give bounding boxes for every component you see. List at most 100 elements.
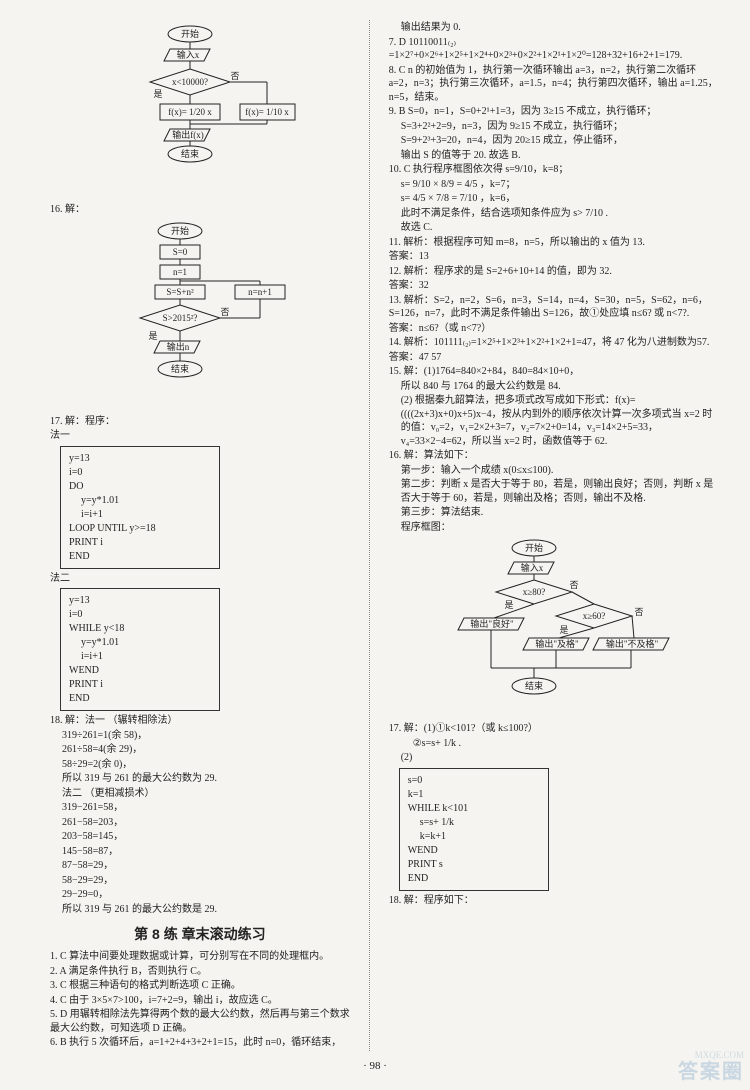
q18-line: 319−261=58， [50,801,350,815]
svg-text:S>2015²?: S>2015²? [162,313,197,323]
svg-text:否: 否 [230,71,239,81]
code-line: DO [69,480,211,493]
section-heading: 第 8 练 章末滚动练习 [50,924,350,944]
q18-line: 29−29=0， [50,888,350,902]
q14: 14. 解析：101111₍₂₎=1×2⁵+1×2³+1×2²+1×2+1=47… [389,336,720,350]
q10-head: 10. C 执行程序框图依次得 s=9/10，k=8； [389,163,720,177]
q18-line: 261−58=203， [50,816,350,830]
right-column: 输出结果为 0. 7. D 10110011₍₂₎=1×2⁷+0×2⁶+1×2⁵… [389,20,720,1051]
svg-text:x≥80?: x≥80? [523,587,545,597]
q12: 12. 解析：程序求的是 S=2+6+10+14 的值，即为 32. [389,265,720,279]
code-line: s=s+ 1/k [408,816,540,829]
code-line: END [69,692,211,705]
q11: 11. 解析：根据程序可知 m=8，n=5，所以输出的 x 值为 13. [389,236,720,250]
codebox-1: y=13 i=0 DO y=y*1.01 i=i+1 LOOP UNTIL y>… [60,446,220,569]
svg-text:是: 是 [505,600,514,610]
code-line: WHILE y<18 [69,622,211,635]
q16r-head: 16. 解：算法如下： [389,449,720,463]
svg-text:f(x)= 1/20 x: f(x)= 1/20 x [168,107,212,117]
svg-text:n=1: n=1 [173,267,187,277]
watermark-text: 答案圈 [678,1055,744,1084]
code-line: END [69,550,211,563]
code-line: y=13 [69,452,211,465]
q15-line: (2) 根据秦九韶算法，把多项式改写成如下形式：f(x)=((((2x+3)x+… [389,394,720,448]
flowchart-1: 开始 输入x x<10000? 是否 f(x)= 1/20 x f(x)= 1/… [50,24,350,199]
code-line: LOOP UNTIL y>=18 [69,522,211,535]
q16r-step: 第三步：算法结束. [389,506,720,520]
q18-line: 所以 319 与 261 的最大公约数是 29. [50,903,350,917]
q18-line: 145−58=87， [50,845,350,859]
q17r: 17. 解：(1)①k<101?（或 k≤100?） [389,722,720,736]
code-line: i=0 [69,608,211,621]
mc-line: 4. C 由于 3×5×7>100，i=7+2=9，输出 i，故应选 C。 [50,994,350,1008]
q18-line: 法二 （更相减损术） [50,787,350,801]
q18-line: 所以 319 与 261 的最大公约数为 29. [50,772,350,786]
flowchart-3: 开始 输入x x≥80? 是否 输出"良好" x≥60? 是否 输出"及格" 输… [389,538,720,718]
mc-line: 2. A 满足条件执行 B，否则执行 C。 [50,965,350,979]
code-line: k=1 [408,788,540,801]
svg-text:S=S+n²: S=S+n² [166,287,194,297]
q15: 15. 解：(1)1764=840×2+84，840=84×10+0， [389,365,720,379]
mc-line: 3. C 根据三种语句的格式判断选项 C 正确。 [50,979,350,993]
code-line: k=k+1 [408,830,540,843]
code-line: y=13 [69,594,211,607]
page: 开始 输入x x<10000? 是否 f(x)= 1/20 x f(x)= 1/… [0,0,750,1061]
svg-text:否: 否 [635,607,644,617]
svg-text:否: 否 [570,580,579,590]
code-line: y=y*1.01 [69,636,211,649]
svg-text:开始: 开始 [171,225,189,236]
svg-text:x≥60?: x≥60? [583,611,605,621]
code-line: i=0 [69,466,211,479]
code-line: WEND [69,664,211,677]
q18-line: 319÷261=1(余 58)， [50,729,350,743]
r-line: 输出结果为 0. [389,21,720,35]
r-line: S=3+2²+2=9，n=3，因为 9≥15 不成立，执行循环； [389,120,720,134]
code-line: y=y*1.01 [69,494,211,507]
mc-line: 5. D 用辗转相除法先算得两个数的最大公约数，然后再与第三个数求最大公约数，可… [50,1008,350,1035]
q12-ans: 答案：32 [389,279,720,293]
r-line: S=9+2³+3=20，n=4，因为 20≥15 成立，停止循环， [389,134,720,148]
r-line: 9. B S=0，n=1，S=0+2¹+1=3，因为 3≥15 不成立，执行循环… [389,105,720,119]
q13: 13. 解析：S=2，n=2，S=6，n=3，S=14，n=4，S=30，n=5… [389,294,720,321]
svg-text:输出"及格": 输出"及格" [536,638,580,649]
svg-text:结束: 结束 [525,680,543,691]
q16r-step: 第一步：输入一个成绩 x(0≤x≤100). [389,464,720,478]
page-number: · 98 · [0,1060,750,1072]
svg-text:结束: 结束 [181,148,199,159]
r-line: 输出 S 的值等于 20. 故选 B. [389,149,720,163]
q10-line: 此时不满足条件，结合选项知条件应为 s> 7/10 . [389,207,720,221]
svg-text:开始: 开始 [525,542,543,553]
q16r-step: 第二步：判断 x 是否大于等于 80，若是，则输出良好；否则，判断 x 是否大于… [389,478,720,505]
code-line: WHILE k<101 [408,802,540,815]
svg-text:输出f(x): 输出f(x) [172,129,204,140]
q16r-step: 程序框图： [389,521,720,535]
q11-ans: 答案：13 [389,250,720,264]
r-line: 8. C n 的初始值为 1，执行第一次循环输出 a=3，n=2，执行第二次循环… [389,64,720,105]
svg-text:否: 否 [220,307,229,317]
mc-line: 1. C 算法中间要处理数据或计算，可分别写在不同的处理框内。 [50,950,350,964]
q13-ans: 答案：n≤6?（或 n<7?） [389,322,720,336]
code-line: PRINT i [69,678,211,691]
q14-ans: 答案：47 57 [389,351,720,365]
q18-line: 58÷29=2(余 0)， [50,758,350,772]
code-line: WEND [408,844,540,857]
code-line: PRINT s [408,858,540,871]
q15-line: 所以 840 与 1764 的最大公约数是 84. [389,380,720,394]
q18-line: 261÷58=4(余 29)， [50,743,350,757]
q18r: 18. 解：程序如下： [389,894,720,908]
svg-text:n=n+1: n=n+1 [248,287,272,297]
r-line: 7. D 10110011₍₂₎=1×2⁷+0×2⁶+1×2⁵+1×2⁴+0×2… [389,36,720,63]
codebox-2: y=13 i=0 WHILE y<18 y=y*1.01 i=i+1 WEND … [60,588,220,711]
mc-line: 6. B 执行 5 次循环后，a=1+2+4+3+2+1=15，此时 n=0，循… [50,1036,350,1050]
svg-text:结束: 结束 [171,363,189,374]
q17r-2: ②s=s+ 1/k . [389,737,720,751]
svg-text:是: 是 [153,89,162,99]
q18-line: 58−29=29， [50,874,350,888]
svg-text:是: 是 [560,625,569,635]
svg-text:是: 是 [148,331,157,341]
svg-text:开始: 开始 [181,28,199,39]
q17-head: 17. 解：程序： [50,415,350,429]
flowchart-2: 开始 S=0 n=1 S=S+n² S>2015²? 是否 输出n 结束 n=n… [50,221,350,411]
q10-line: s= 4/5 × 7/8 = 7/10 ，k=6， [389,192,720,206]
code-line: i=i+1 [69,650,211,663]
